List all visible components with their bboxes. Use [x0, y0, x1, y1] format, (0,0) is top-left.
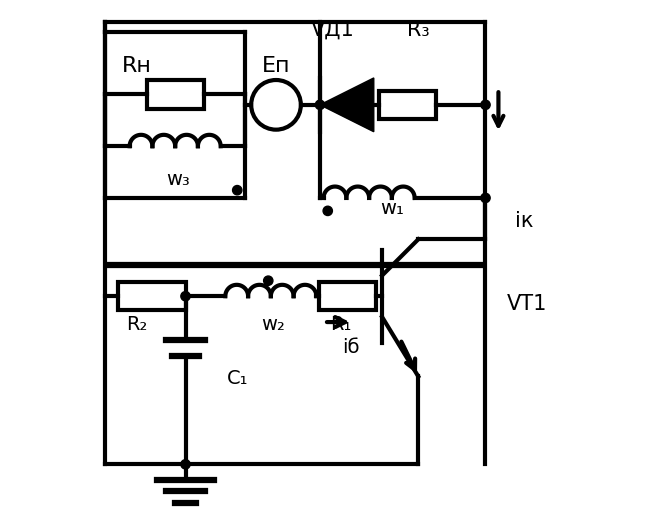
Text: iк: iк [515, 211, 533, 231]
Text: w₁: w₁ [380, 199, 405, 218]
Text: R₁: R₁ [330, 315, 352, 334]
Circle shape [315, 100, 325, 110]
Text: w₂: w₂ [262, 315, 285, 334]
Text: Eп: Eп [262, 56, 291, 76]
Text: iб: iб [342, 339, 360, 357]
Circle shape [181, 460, 190, 469]
Text: w₃: w₃ [166, 171, 190, 189]
Text: R₂: R₂ [125, 315, 147, 334]
Text: Rн: Rн [121, 56, 151, 76]
Circle shape [264, 276, 273, 285]
Text: C₁: C₁ [227, 370, 248, 388]
Text: R₃: R₃ [407, 20, 429, 40]
Circle shape [481, 100, 490, 110]
Bar [319, 282, 376, 310]
Text: VД1: VД1 [311, 20, 355, 40]
Polygon shape [320, 78, 374, 132]
Circle shape [233, 186, 242, 195]
Bar [147, 80, 203, 109]
Bar [379, 90, 436, 119]
Circle shape [323, 206, 332, 215]
Bar [118, 282, 185, 310]
Text: VT1: VT1 [507, 294, 547, 314]
Circle shape [181, 292, 190, 301]
Circle shape [481, 193, 490, 203]
